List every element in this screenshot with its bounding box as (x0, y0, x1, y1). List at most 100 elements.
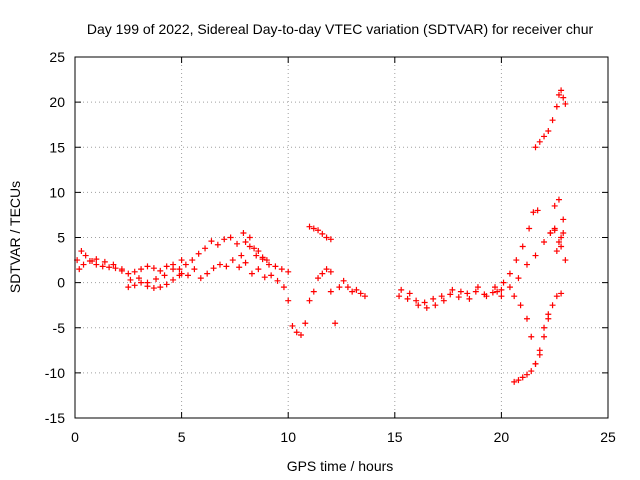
data-point (274, 277, 281, 284)
data-point (82, 252, 89, 259)
data-point (310, 288, 317, 295)
data-point (515, 275, 522, 282)
data-point (285, 297, 292, 304)
data-point (519, 243, 526, 250)
data-point (266, 261, 273, 268)
data-point (240, 229, 247, 236)
data-point (86, 257, 93, 264)
data-point (110, 261, 117, 268)
data-point (170, 276, 177, 283)
data-point (280, 284, 287, 291)
data-point (138, 266, 145, 273)
x-tick-label: 0 (71, 429, 79, 445)
data-point (532, 144, 539, 151)
data-point (517, 302, 524, 309)
data-point (189, 257, 196, 264)
data-point (530, 209, 537, 216)
data-point (547, 229, 554, 236)
data-point (182, 261, 189, 268)
data-point (227, 234, 234, 241)
data-point (293, 329, 300, 336)
series-track-peak-22-23h (547, 196, 567, 236)
data-point (93, 256, 100, 263)
data-point (178, 270, 185, 277)
series-track-5-10h-upper (182, 229, 292, 275)
data-point (466, 295, 473, 302)
data-point (306, 223, 313, 230)
y-tick-label: 25 (49, 49, 65, 65)
data-point (131, 282, 138, 289)
series-track-15-20h-b (398, 284, 499, 311)
data-point (483, 293, 490, 300)
data-point (558, 87, 565, 94)
data-point (555, 91, 562, 98)
data-point (99, 263, 106, 270)
data-point (523, 315, 530, 322)
data-point (191, 266, 198, 273)
data-point (268, 272, 275, 279)
data-point (492, 284, 499, 291)
data-point (532, 252, 539, 259)
data-point (242, 239, 249, 246)
data-point (415, 302, 422, 309)
data-point (153, 276, 160, 283)
data-point (511, 293, 518, 300)
y-axis-label: SDTVAR / TECUs (7, 181, 23, 293)
data-point (536, 138, 543, 145)
data-point (551, 202, 558, 209)
data-point (214, 241, 221, 248)
data-point (263, 257, 270, 264)
series-track-low-2-4h (125, 272, 183, 292)
data-point (195, 250, 202, 257)
data-point (349, 288, 356, 295)
data-point (306, 297, 313, 304)
data-point (150, 265, 157, 272)
y-tick-label: 5 (57, 230, 65, 246)
data-point (404, 295, 411, 302)
data-point (472, 288, 479, 295)
data-point (150, 285, 157, 292)
data-point (455, 294, 462, 301)
data-point (127, 276, 134, 283)
data-point (560, 94, 567, 101)
series-track-mid-22-23h (551, 225, 567, 255)
data-point (474, 284, 481, 291)
data-point (549, 117, 556, 124)
data-point (553, 248, 560, 255)
data-point (144, 283, 151, 290)
data-point (506, 270, 513, 277)
data-point (242, 259, 249, 266)
data-point (112, 265, 119, 272)
data-point (519, 374, 526, 381)
series-track-dip-10h (285, 266, 334, 338)
series-track-15-20h-a (396, 286, 505, 306)
data-point (494, 288, 501, 295)
data-point (327, 268, 334, 275)
data-point (423, 304, 430, 311)
x-axis-label: GPS time / hours (287, 458, 394, 474)
data-point (135, 275, 142, 282)
chart-title: Day 199 of 2022, Sidereal Day-to-day VTE… (87, 21, 594, 37)
data-point (176, 266, 183, 273)
data-point (526, 225, 533, 232)
data-point (549, 302, 556, 309)
series-track-drop-21-22h (511, 293, 552, 367)
series-track-top-21-23h (532, 87, 569, 151)
series-track-rise-20-23h-b (498, 227, 569, 300)
data-point (238, 252, 245, 259)
series-track-peak-8h (238, 234, 270, 264)
data-point (144, 263, 151, 270)
data-point (208, 238, 215, 245)
data-point (204, 270, 211, 277)
data-point (315, 227, 322, 234)
data-point (528, 368, 535, 375)
data-point (438, 293, 445, 300)
data-point (361, 293, 368, 300)
data-point (545, 128, 552, 135)
x-tick-label: 5 (178, 429, 186, 445)
data-point (255, 266, 262, 273)
data-point (464, 290, 471, 297)
y-tick-labels: -15 -10 -5 0 5 10 15 20 25 (45, 49, 65, 426)
data-point (528, 333, 535, 340)
data-point (125, 270, 132, 277)
